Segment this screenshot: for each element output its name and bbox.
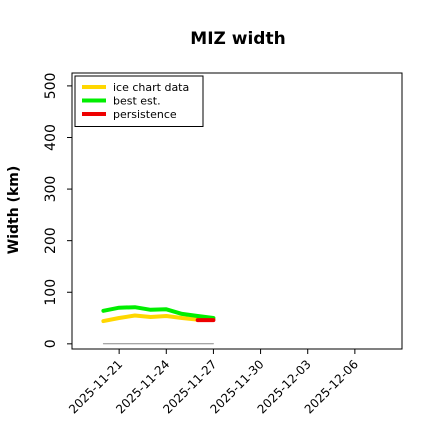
plot-area [101,305,216,345]
chart-title: MIZ width [190,29,285,49]
y-tick-label: 500 [43,73,59,100]
y-axis-label: Width (km) [6,166,22,255]
y-tick-label: 400 [43,124,59,151]
legend-label: persistence [113,108,177,121]
x-axis: 2025-11-212025-11-242025-11-272025-11-30… [66,349,361,416]
y-tick-label: 100 [43,279,59,306]
y-tick-label: 0 [43,339,59,348]
legend-label: best est. [113,95,161,108]
legend-box [74,75,204,127]
y-tick-label: 200 [43,227,59,254]
y-axis: 0 100 200 300 400 500 [43,73,72,348]
series-line-ice-chart-data [101,313,216,324]
legend-label: ice chart data [113,81,189,94]
plot-frame [71,72,403,350]
series-line-best-est- [101,305,216,320]
y-tick-label: 300 [43,176,59,203]
